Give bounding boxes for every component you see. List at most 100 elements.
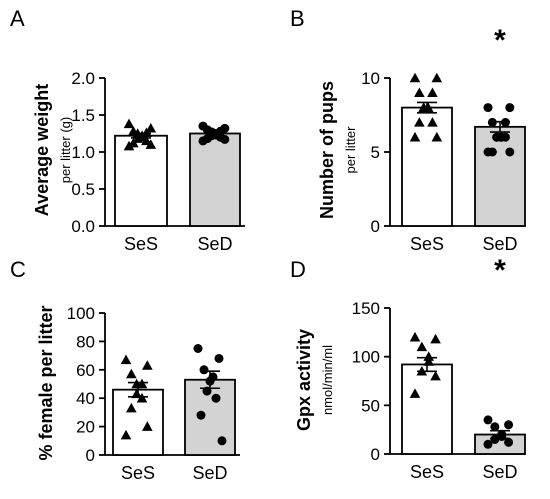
- x-tick-label: SeS: [124, 234, 158, 254]
- data-point-ses: [132, 133, 144, 143]
- data-point-ses: [416, 341, 428, 352]
- data-point-sed: [500, 132, 510, 142]
- y-axis-title: Number of pups: [317, 81, 337, 219]
- bar-ses: [401, 363, 453, 455]
- y-tick-label: 1.5: [71, 106, 95, 125]
- significance-marker: *: [494, 24, 506, 57]
- data-point-ses: [427, 87, 438, 98]
- data-point-ses: [409, 72, 421, 83]
- panel-c: C % female per litter 0 20 40 60 80 100 SeS SeD: [10, 257, 240, 483]
- panel-a: A Average weight per litter (g) 0.0 0.5 1.0 1.…: [10, 6, 245, 254]
- data-point-ses: [423, 356, 435, 366]
- data-point-ses: [430, 370, 441, 381]
- y-tick-label: 0.5: [71, 180, 95, 199]
- data-point-sed: [199, 365, 209, 375]
- y-axis-title: % female per litter: [36, 305, 56, 460]
- panel-d: D Gpx activity nmol/min/ml 0 50 100 150 SeS SeD *: [290, 254, 526, 482]
- x-tick-label: SeS: [121, 463, 155, 483]
- data-point-ses: [145, 123, 157, 133]
- x-tick-label: SeD: [482, 234, 517, 254]
- bar-sed: [189, 132, 241, 227]
- bar-ses: [114, 134, 168, 227]
- data-point-ses: [418, 102, 430, 112]
- data-point-ses: [431, 131, 443, 142]
- y-tick-label: 2.0: [71, 69, 95, 88]
- data-point-sed: [490, 434, 500, 444]
- data-point-ses: [145, 139, 157, 149]
- y-tick-label: 1.0: [71, 143, 95, 162]
- data-point-sed: [505, 103, 515, 113]
- data-point-sed: [193, 344, 203, 353]
- data-point-ses: [142, 421, 153, 431]
- data-point-ses: [430, 333, 441, 344]
- data-point-ses: [423, 351, 435, 361]
- data-point-ses: [126, 368, 137, 379]
- data-point-ses: [120, 354, 132, 365]
- data-point-ses: [131, 388, 142, 399]
- data-point-sed: [483, 103, 493, 113]
- bar-ses: [401, 106, 453, 227]
- data-point-ses: [416, 365, 428, 376]
- data-point-sed: [217, 436, 227, 446]
- data-point-ses: [409, 331, 421, 342]
- data-point-sed: [487, 117, 497, 127]
- data-point-ses: [131, 378, 142, 389]
- data-point-ses: [414, 87, 425, 98]
- x-tick-label: SeD: [197, 234, 232, 254]
- x-tick-label: SeD: [482, 462, 517, 482]
- data-point-ses: [409, 131, 421, 142]
- data-point-sed: [202, 386, 212, 396]
- data-point-sed: [205, 376, 215, 386]
- panel-label: B: [290, 6, 305, 31]
- data-point-sed: [497, 431, 507, 441]
- x-tick-label: SeS: [410, 234, 444, 254]
- y-tick-label: 80: [76, 332, 95, 351]
- y-tick-label: 0: [86, 446, 95, 465]
- data-point-sed: [505, 147, 515, 157]
- data-point-sed: [500, 117, 510, 127]
- data-point-ses: [414, 117, 425, 127]
- x-tick-label: SeD: [192, 463, 227, 483]
- data-point-sed: [483, 415, 493, 425]
- data-point-ses: [427, 117, 438, 127]
- data-point-sed: [220, 134, 230, 144]
- y-tick-label: 50: [361, 396, 380, 415]
- data-point-sed: [483, 147, 493, 157]
- y-tick-label: 0: [371, 445, 380, 464]
- y-tick-label: 60: [76, 361, 95, 380]
- panel-label: D: [290, 257, 306, 282]
- data-point-ses: [123, 118, 135, 129]
- data-point-ses: [142, 360, 153, 370]
- y-tick-label: 0.0: [71, 217, 95, 236]
- y-axis-subtitle: per litter: [343, 126, 358, 174]
- data-point-sed: [504, 420, 514, 430]
- data-point-sed: [198, 136, 208, 146]
- data-point-sed: [483, 439, 493, 449]
- data-point-ses: [126, 402, 137, 413]
- data-point-ses: [120, 429, 132, 440]
- data-point-ses: [409, 388, 421, 398]
- panel-b: B Number of pups per litter 0 5 10 SeS SeD *: [290, 6, 526, 254]
- y-tick-label: 20: [76, 418, 95, 437]
- data-point-sed: [214, 353, 224, 363]
- data-point-sed: [196, 410, 206, 420]
- y-axis-title: Average weight: [32, 84, 52, 216]
- data-point-sed: [492, 132, 502, 142]
- y-tick-label: 100: [352, 348, 380, 367]
- significance-marker: *: [494, 254, 506, 287]
- y-axis-subtitle: nmol/min/ml: [320, 345, 335, 415]
- data-point-ses: [136, 392, 148, 403]
- y-tick-label: 100: [67, 304, 95, 323]
- y-axis-subtitle: per litter (g): [58, 117, 73, 183]
- data-point-sed: [490, 422, 500, 432]
- data-point-sed: [211, 393, 221, 403]
- y-tick-label: 150: [352, 299, 380, 318]
- data-point-ses: [123, 140, 135, 151]
- x-tick-label: SeS: [410, 462, 444, 482]
- y-axis-title: Gpx activity: [294, 329, 314, 431]
- y-tick-label: 10: [361, 69, 380, 88]
- bar-ses: [112, 388, 164, 456]
- y-tick-label: 40: [76, 389, 95, 408]
- panel-label: A: [10, 6, 25, 31]
